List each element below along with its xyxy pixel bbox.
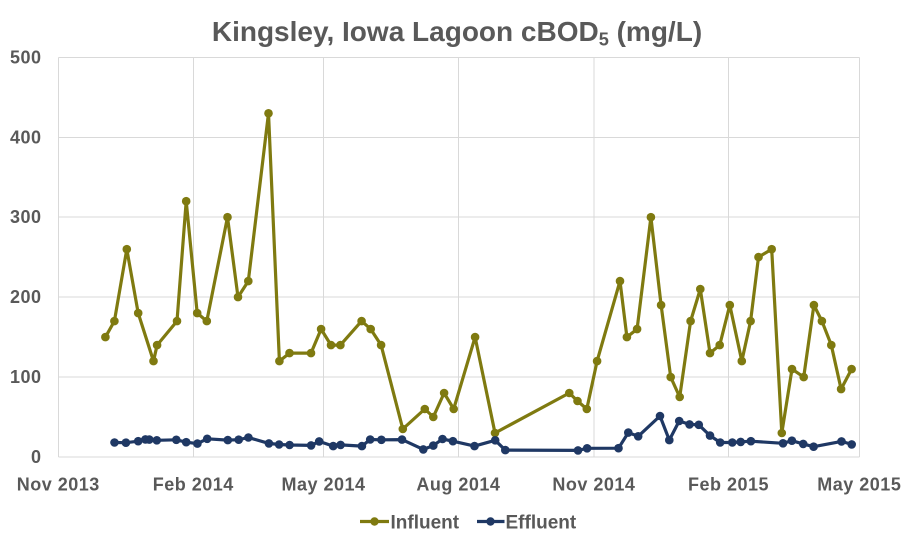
svg-text:500: 500: [10, 47, 42, 67]
svg-text:300: 300: [10, 207, 42, 227]
svg-text:Nov 2013: Nov 2013: [17, 474, 100, 494]
svg-text:Feb 2014: Feb 2014: [153, 474, 234, 494]
svg-text:200: 200: [10, 287, 42, 307]
svg-text:Kingsley, Iowa Lagoon cBOD5 (m: Kingsley, Iowa Lagoon cBOD5 (mg/L): [212, 16, 702, 49]
svg-text:Feb 2015: Feb 2015: [688, 474, 769, 494]
svg-text:Aug 2014: Aug 2014: [416, 474, 500, 494]
svg-text:400: 400: [10, 127, 42, 147]
svg-text:Influent: Influent: [391, 513, 460, 534]
svg-text:100: 100: [10, 367, 42, 387]
svg-text:0: 0: [31, 447, 42, 467]
svg-text:May 2014: May 2014: [281, 474, 365, 494]
svg-text:Nov 2014: Nov 2014: [552, 474, 635, 494]
svg-text:Effluent: Effluent: [506, 513, 577, 534]
svg-text:May 2015: May 2015: [817, 474, 901, 494]
